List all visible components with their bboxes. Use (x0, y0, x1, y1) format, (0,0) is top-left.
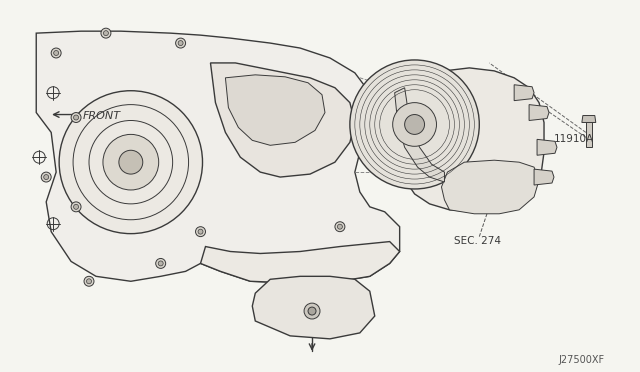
Circle shape (158, 261, 163, 266)
Polygon shape (537, 140, 557, 155)
Circle shape (393, 103, 436, 146)
Circle shape (337, 224, 342, 229)
Polygon shape (36, 31, 399, 283)
Circle shape (119, 150, 143, 174)
Circle shape (101, 28, 111, 38)
Polygon shape (582, 116, 596, 122)
Circle shape (74, 115, 79, 120)
Circle shape (41, 172, 51, 182)
Circle shape (304, 303, 320, 319)
Polygon shape (252, 276, 375, 339)
Circle shape (51, 48, 61, 58)
Circle shape (350, 60, 479, 189)
Circle shape (71, 113, 81, 122)
Text: J27500XF: J27500XF (559, 355, 605, 365)
Circle shape (54, 51, 59, 55)
Circle shape (74, 204, 79, 209)
Circle shape (59, 91, 202, 234)
Circle shape (335, 222, 345, 232)
Polygon shape (586, 122, 592, 147)
Polygon shape (395, 88, 444, 182)
Circle shape (178, 41, 183, 45)
Polygon shape (529, 105, 549, 121)
Circle shape (103, 134, 159, 190)
Polygon shape (442, 160, 539, 214)
Circle shape (308, 307, 316, 315)
Circle shape (156, 259, 166, 268)
Circle shape (104, 31, 108, 36)
Text: FRONT: FRONT (83, 110, 121, 121)
Circle shape (86, 279, 92, 284)
Circle shape (84, 276, 94, 286)
Circle shape (196, 227, 205, 237)
Polygon shape (388, 68, 544, 212)
Polygon shape (534, 169, 554, 185)
Polygon shape (211, 63, 355, 177)
Polygon shape (514, 85, 534, 101)
Circle shape (404, 115, 424, 134)
Polygon shape (225, 75, 325, 145)
Text: SEC. 274: SEC. 274 (454, 235, 501, 246)
Circle shape (71, 202, 81, 212)
Polygon shape (200, 241, 399, 283)
Circle shape (44, 174, 49, 180)
Text: 11910A: 11910A (554, 134, 594, 144)
Circle shape (175, 38, 186, 48)
Circle shape (198, 229, 203, 234)
